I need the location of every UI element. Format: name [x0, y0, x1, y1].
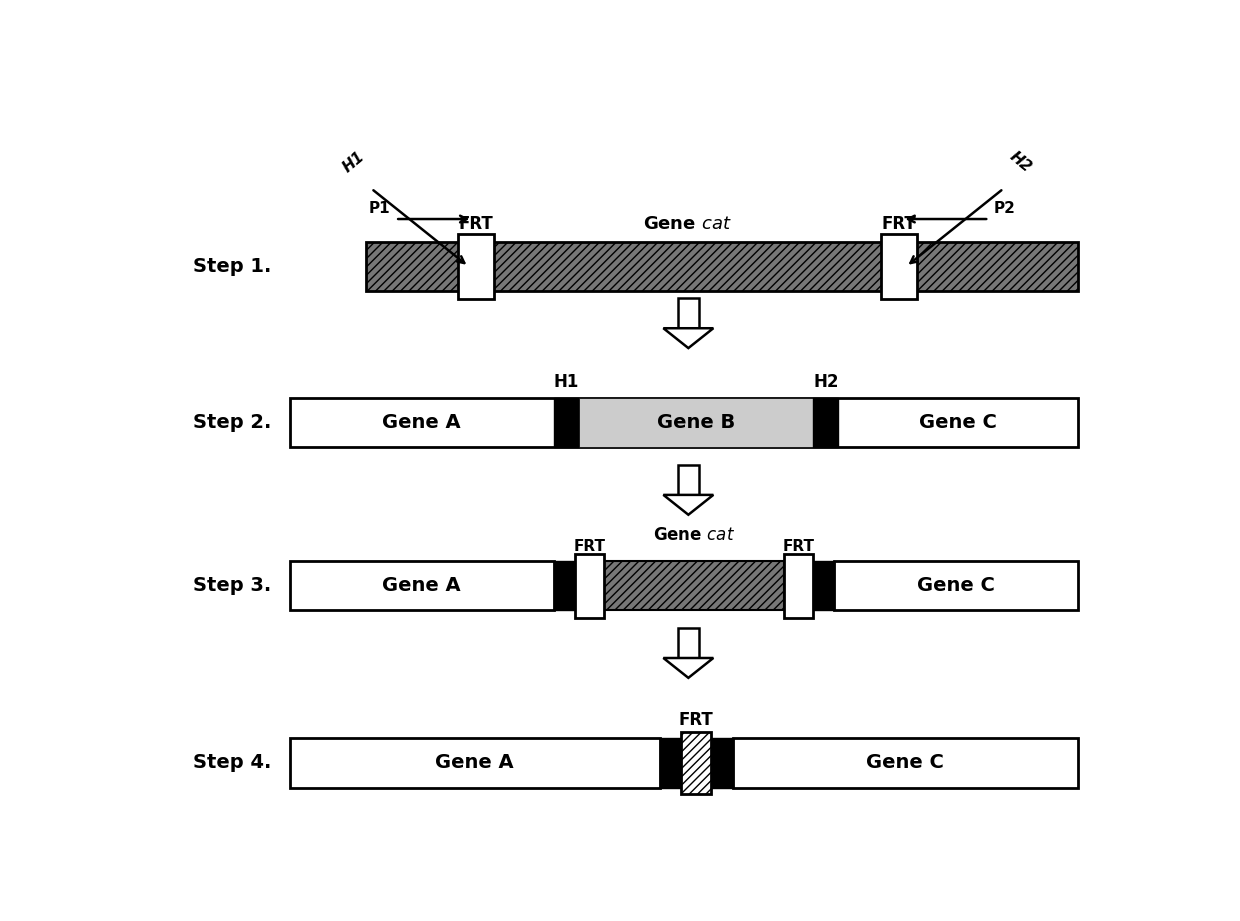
- Text: FRT: FRT: [782, 539, 815, 554]
- Bar: [880, 234, 918, 299]
- Bar: [554, 398, 579, 448]
- Bar: [733, 738, 1078, 787]
- Text: P2: P2: [994, 201, 1016, 216]
- Text: H1: H1: [340, 149, 368, 176]
- Bar: [712, 738, 733, 787]
- Text: Gene A: Gene A: [382, 577, 461, 595]
- Text: Step 2.: Step 2.: [193, 413, 272, 432]
- Bar: [813, 561, 835, 611]
- Bar: [579, 398, 813, 448]
- Text: H2: H2: [1007, 149, 1034, 176]
- Text: Gene $\it{cat}$: Gene $\it{cat}$: [653, 526, 735, 543]
- Text: Step 4.: Step 4.: [193, 753, 272, 773]
- Text: Gene C: Gene C: [918, 577, 994, 595]
- Text: Gene $\it{cat}$: Gene $\it{cat}$: [644, 216, 732, 233]
- Bar: [290, 398, 1078, 448]
- Bar: [290, 738, 660, 787]
- Text: Gene B: Gene B: [657, 413, 735, 432]
- Text: FRT: FRT: [882, 216, 916, 233]
- Text: Gene C: Gene C: [919, 413, 997, 432]
- Bar: [678, 298, 699, 328]
- Bar: [678, 465, 699, 495]
- Text: Gene A: Gene A: [382, 413, 461, 432]
- Text: FRT: FRT: [459, 216, 494, 233]
- Text: H2: H2: [813, 373, 838, 391]
- Text: P1: P1: [368, 201, 391, 216]
- Polygon shape: [663, 658, 713, 678]
- Text: FRT: FRT: [678, 711, 713, 729]
- Text: Step 3.: Step 3.: [193, 577, 272, 595]
- Bar: [290, 561, 554, 611]
- Bar: [813, 398, 838, 448]
- Text: Step 1.: Step 1.: [193, 257, 272, 276]
- Bar: [678, 628, 699, 658]
- Text: FRT: FRT: [573, 539, 605, 554]
- Bar: [604, 561, 785, 611]
- Bar: [575, 554, 604, 618]
- Text: Gene C: Gene C: [866, 753, 944, 773]
- Polygon shape: [663, 495, 713, 515]
- Text: H1: H1: [553, 373, 579, 391]
- Bar: [367, 241, 1078, 291]
- Text: Gene A: Gene A: [435, 753, 513, 773]
- Bar: [835, 561, 1078, 611]
- Bar: [458, 234, 495, 299]
- Bar: [785, 554, 813, 618]
- Bar: [554, 561, 575, 611]
- Bar: [681, 732, 712, 794]
- Bar: [660, 738, 681, 787]
- Polygon shape: [663, 328, 713, 348]
